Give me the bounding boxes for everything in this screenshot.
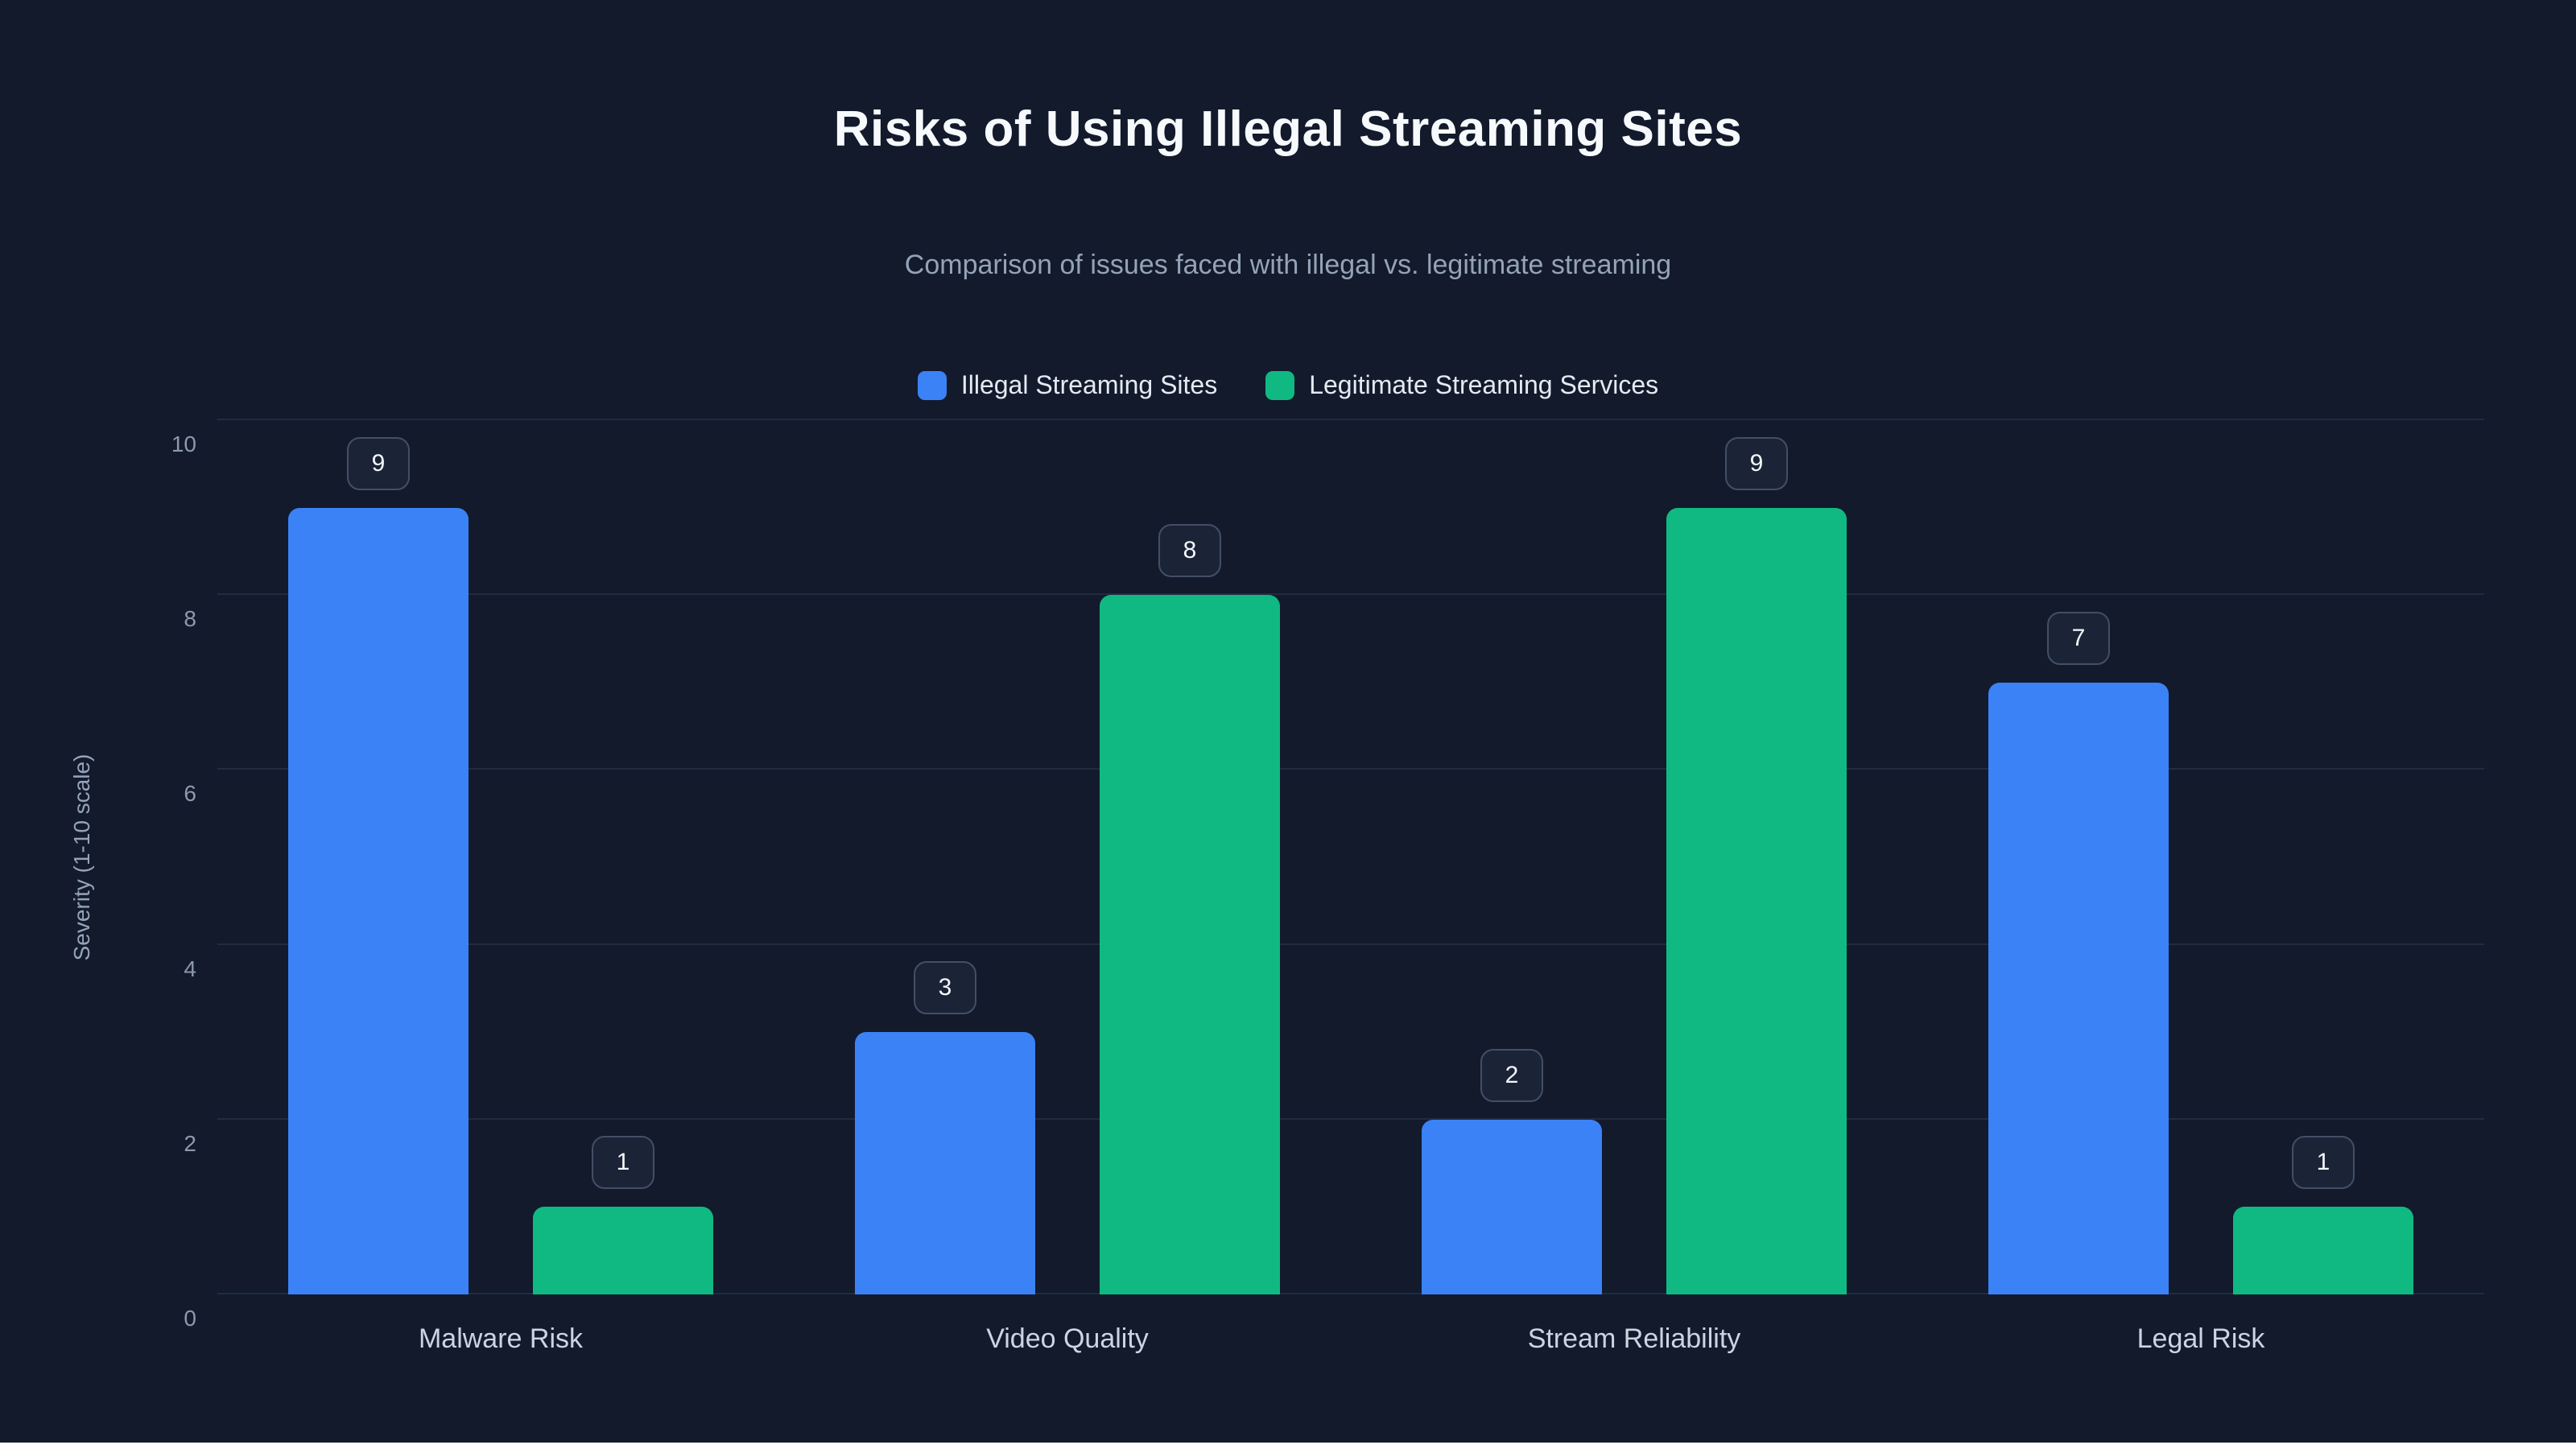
- page-bottom-strip: [0, 1443, 2576, 1449]
- bar-column: 2: [1422, 420, 1602, 1294]
- legend-item-illegal-streaming-sites[interactable]: Illegal Streaming Sites: [917, 370, 1218, 400]
- gridline: 10: [171, 419, 2484, 456]
- legend-label: Legitimate Streaming Services: [1309, 370, 1659, 399]
- legend-swatch: [1265, 370, 1295, 400]
- y-axis-label: Severity (1-10 scale): [69, 753, 94, 961]
- bar-illegal-streaming-sites-video-quality: [855, 1032, 1035, 1294]
- x-axis-category-label: Malware Risk: [418, 1323, 584, 1354]
- value-label: 2: [1480, 1048, 1543, 1102]
- bar-column: 1: [533, 420, 713, 1294]
- value-label: 9: [1725, 436, 1788, 490]
- legend-label: Illegal Streaming Sites: [960, 370, 1218, 399]
- legend-swatch: [917, 370, 947, 400]
- y-tick-label: 0: [184, 1306, 196, 1331]
- x-axis-category-label: Video Quality: [986, 1323, 1149, 1354]
- gridline: 4: [184, 943, 2484, 981]
- y-tick-label: 6: [184, 781, 196, 807]
- value-label: 1: [592, 1136, 654, 1190]
- gridline: 8: [184, 593, 2484, 631]
- x-axis-labels: Malware Risk Video Quality Stream Reliabil…: [217, 1323, 2484, 1355]
- bar-illegal-streaming-sites-legal-risk: [1988, 682, 2169, 1294]
- bar-legitimate-streaming-services-stream-reliability: [1666, 507, 1847, 1294]
- bar-column: 7: [1988, 420, 2169, 1294]
- bar-legitimate-streaming-services-malware-risk: [533, 1207, 713, 1294]
- bar-column: 9: [288, 420, 469, 1294]
- gridline: 6: [184, 768, 2484, 806]
- bar-illegal-streaming-sites-stream-reliability: [1422, 1119, 1602, 1294]
- chart-subtitle: Comparison of issues faced with illegal …: [904, 250, 1672, 280]
- bar-legitimate-streaming-services-video-quality: [1100, 595, 1280, 1294]
- bar-legitimate-streaming-services-legal-risk: [2233, 1207, 2413, 1294]
- gridline: 0: [184, 1293, 2484, 1331]
- bar-column: 1: [2233, 420, 2413, 1294]
- gridline: 2: [184, 1117, 2484, 1156]
- y-tick-label: 4: [184, 956, 196, 981]
- y-tick-label: 8: [184, 606, 196, 632]
- bar-column: 9: [1666, 420, 1847, 1294]
- bar-illegal-streaming-sites-malware-risk: [288, 507, 469, 1294]
- legend-item-legitimate-streaming-services[interactable]: Legitimate Streaming Services: [1265, 370, 1658, 400]
- y-tick-label: 10: [171, 431, 196, 456]
- y-tick-label: 2: [184, 1130, 196, 1156]
- x-axis-category-label: Legal Risk: [2136, 1323, 2265, 1354]
- value-label: 8: [1158, 524, 1221, 578]
- value-label: 9: [347, 436, 410, 490]
- value-label: 3: [914, 961, 976, 1015]
- value-label: 1: [2292, 1136, 2355, 1190]
- chart-title: Risks of Using Illegal Streaming Sites: [833, 101, 1743, 157]
- bar-column: 8: [1100, 420, 1280, 1294]
- x-axis-category-label: Stream Reliability: [1527, 1323, 1741, 1354]
- chart-legend: Illegal Streaming Sites Legitimate Stream…: [0, 370, 2576, 400]
- value-label: 7: [2047, 611, 2110, 665]
- bar-column: 3: [855, 420, 1035, 1294]
